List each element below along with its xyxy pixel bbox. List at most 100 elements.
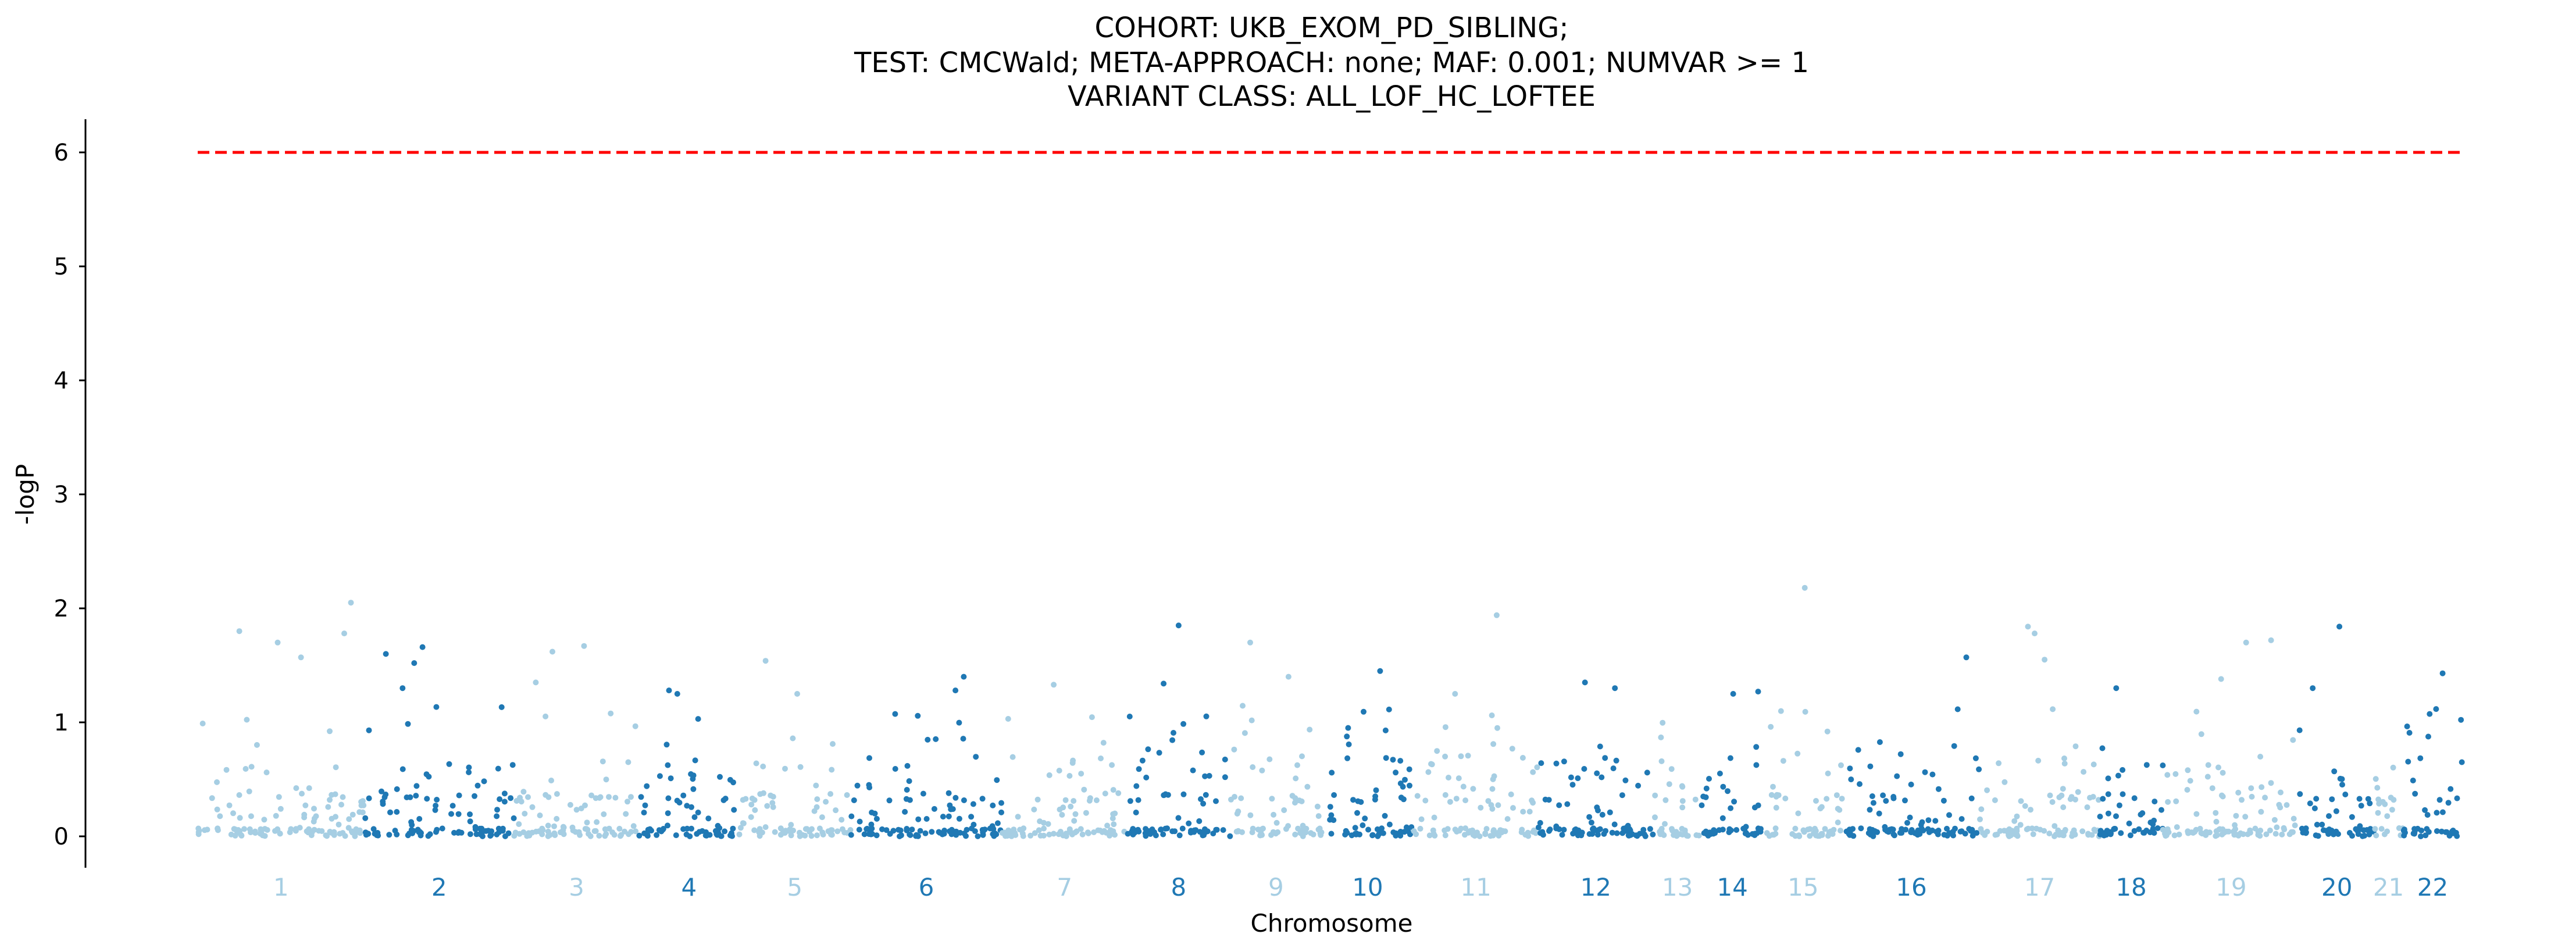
data-point <box>2290 815 2297 822</box>
data-point <box>722 828 728 835</box>
chromosome-label: 18 <box>2115 873 2146 901</box>
data-point <box>1652 792 1658 799</box>
data-point <box>797 829 802 836</box>
data-point <box>2072 831 2078 837</box>
data-point <box>1470 786 1476 792</box>
data-point <box>956 815 962 822</box>
data-point <box>238 832 245 839</box>
data-point <box>1100 740 1107 746</box>
data-point <box>1594 804 1600 811</box>
data-point <box>611 832 618 838</box>
data-point <box>933 736 939 742</box>
data-point <box>2307 800 2313 807</box>
data-point <box>1213 826 1219 833</box>
data-point <box>1962 831 1968 837</box>
data-point <box>1331 792 1337 798</box>
data-point <box>960 736 966 742</box>
data-point <box>1161 792 1167 799</box>
data-point <box>411 660 418 667</box>
data-point <box>828 831 834 837</box>
data-point <box>495 765 501 772</box>
data-point <box>873 832 880 839</box>
data-point <box>1020 833 1026 839</box>
data-point <box>2081 769 2087 775</box>
data-point <box>1135 797 1141 803</box>
data-point <box>1884 828 1890 835</box>
data-point <box>399 685 406 692</box>
data-point <box>419 644 426 650</box>
chromosome-label: 19 <box>2215 873 2246 901</box>
data-point <box>2143 762 2150 768</box>
data-point <box>1041 825 1047 832</box>
data-point <box>1474 829 1480 836</box>
data-point <box>654 832 660 838</box>
data-point <box>1941 832 1947 838</box>
data-point <box>1009 754 1016 760</box>
data-point <box>1046 831 1052 837</box>
data-point <box>2372 826 2378 832</box>
data-point <box>673 832 679 839</box>
data-point <box>333 764 339 771</box>
data-point <box>1259 826 1265 832</box>
data-point <box>869 810 875 815</box>
data-point <box>1572 826 1579 832</box>
data-point <box>1057 806 1063 812</box>
data-point <box>1383 755 1389 761</box>
data-point <box>1489 712 1495 718</box>
data-point <box>1431 814 1437 821</box>
data-point <box>1825 770 1831 776</box>
data-point <box>1891 832 1897 839</box>
data-point <box>1707 829 1713 836</box>
data-point <box>1344 755 1351 761</box>
chromosome-label: 9 <box>1268 873 1284 901</box>
data-point <box>1315 813 1322 819</box>
data-point <box>1835 819 1841 826</box>
data-point <box>2235 789 2242 796</box>
data-point <box>1307 726 1313 733</box>
data-point <box>2242 814 2249 820</box>
data-point <box>1658 734 1664 740</box>
data-point <box>1175 622 1182 629</box>
data-point <box>2366 831 2372 837</box>
data-point <box>606 794 612 800</box>
data-point <box>764 803 770 809</box>
data-point <box>2272 831 2279 837</box>
data-point <box>1538 760 1544 767</box>
data-point <box>1997 828 2003 834</box>
data-point <box>940 814 946 820</box>
data-point <box>2364 827 2370 833</box>
data-point <box>299 790 305 797</box>
data-point <box>851 797 857 803</box>
data-point <box>904 826 910 832</box>
data-point <box>1078 826 1084 832</box>
chromosome-label: 22 <box>2417 873 2448 901</box>
data-point <box>2268 637 2274 643</box>
data-point <box>2047 792 2053 799</box>
data-point <box>1314 803 1321 810</box>
data-point <box>998 800 1004 806</box>
data-point <box>262 833 268 839</box>
data-point <box>1169 737 1176 743</box>
data-point <box>2049 799 2056 805</box>
data-point <box>1822 826 1828 832</box>
data-point <box>230 810 236 817</box>
data-point <box>998 809 1004 815</box>
data-point <box>263 769 270 776</box>
data-point <box>1815 833 1821 839</box>
chromosome-label: 6 <box>919 873 934 901</box>
data-point <box>743 796 749 802</box>
data-point <box>1078 771 1084 777</box>
data-point <box>2412 790 2418 797</box>
data-point <box>449 803 456 809</box>
data-point <box>1897 751 1904 757</box>
data-point <box>601 811 607 817</box>
data-point <box>1266 756 1273 762</box>
data-point <box>252 830 258 836</box>
data-point <box>684 803 690 809</box>
data-point <box>2079 828 2086 835</box>
data-point <box>199 721 206 726</box>
data-point <box>642 802 648 808</box>
data-point <box>1696 832 1702 839</box>
data-point <box>994 777 1000 783</box>
data-point <box>1175 815 1182 821</box>
